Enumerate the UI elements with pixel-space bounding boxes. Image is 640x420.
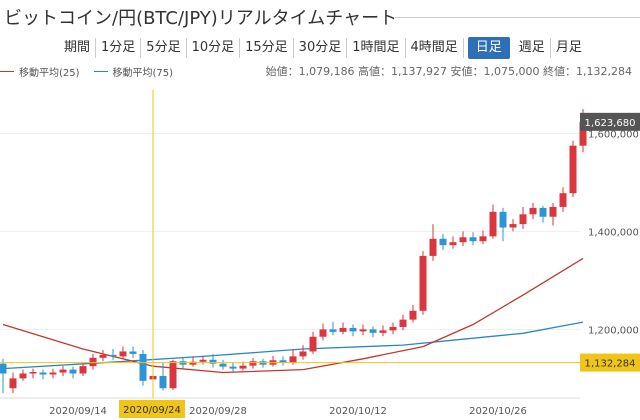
candle-body	[389, 326, 397, 331]
crosshair-date-label: 2020/09/24	[123, 405, 181, 416]
candle-body	[399, 319, 407, 327]
candle-body	[579, 121, 587, 146]
candle-body	[229, 366, 237, 369]
candle-body	[379, 330, 387, 333]
candle-body	[359, 329, 367, 332]
last-price-label: 1,623,680	[585, 118, 636, 129]
x-tick-label: 2020/10/12	[329, 406, 387, 417]
candle-body	[469, 237, 477, 242]
period-5min-button[interactable]: 5分足	[141, 38, 187, 58]
candle-body	[9, 378, 17, 389]
y-tick-label: 1,200,000	[588, 325, 639, 336]
candle-body	[199, 359, 207, 362]
candle-body	[129, 351, 137, 354]
candle-body	[549, 206, 557, 217]
ma75-line	[2, 321, 584, 370]
candle-body	[239, 365, 247, 369]
ma25-line	[2, 257, 584, 374]
candle-body	[99, 354, 107, 358]
last-price-badge	[580, 112, 640, 131]
ohlc-readout: 始値：1,079,186 高値：1,137,927 安値：1,075,000 終…	[265, 65, 632, 78]
x-tick-label: 2020/09/14	[49, 406, 107, 417]
period-range-label: 期間	[0, 38, 97, 58]
candle-body	[459, 237, 467, 243]
candle-body	[309, 336, 317, 352]
crosshair-date-badge	[119, 400, 185, 418]
x-tick-label: 2020/09/28	[189, 406, 247, 417]
period-4hour-button[interactable]: 4時間足	[406, 38, 464, 58]
period-15min-button[interactable]: 15分足	[240, 38, 294, 58]
candle-body	[409, 310, 417, 320]
period-10min-button[interactable]: 10分足	[187, 38, 241, 58]
legend-swatch-ma75	[93, 71, 108, 72]
y-tick-label: 1,400,000	[588, 227, 639, 238]
candle-body	[139, 353, 147, 381]
candle-body	[0, 363, 7, 374]
candle-body	[249, 361, 257, 366]
x-tick-label: 2020/10/26	[469, 406, 527, 417]
candle-body	[19, 373, 27, 379]
candle-body	[339, 327, 347, 332]
candle-body	[539, 207, 547, 217]
legend-label-ma25: 移動平均(25)	[19, 68, 80, 79]
candle-body	[119, 351, 127, 357]
candle-body	[49, 372, 57, 375]
period-1hour-button[interactable]: 1時間足	[347, 38, 406, 58]
candle-body	[39, 372, 47, 375]
candle-body	[439, 238, 447, 246]
candle-body	[499, 211, 507, 228]
candle-body	[479, 236, 487, 242]
legend-item-ma25: 移動平均(25)	[0, 64, 80, 79]
period-1min-button[interactable]: 1分足	[96, 38, 142, 58]
y-tick-label: 1,600,000	[588, 129, 639, 140]
title-divider	[395, 17, 640, 18]
candle-body	[169, 361, 177, 389]
candle-body	[509, 224, 517, 228]
candle-body	[449, 242, 457, 246]
candle-body	[29, 372, 37, 374]
legend-item-ma75: 移動平均(75)	[93, 64, 174, 79]
legend-swatch-ma25	[0, 71, 14, 72]
candle-body	[89, 357, 97, 367]
period-30min-button[interactable]: 30分足	[294, 38, 348, 58]
chart-legend: 移動平均(25) 移動平均(75)	[0, 64, 173, 79]
candle-body	[319, 329, 327, 337]
candle-body	[299, 351, 307, 357]
candle-body	[489, 211, 497, 237]
legend-label-ma75: 移動平均(75)	[112, 68, 174, 79]
period-weekly-button[interactable]: 週足	[514, 38, 551, 58]
period-daily-button[interactable]: 日足	[467, 37, 510, 59]
candle-body	[369, 329, 377, 333]
candle-body	[289, 356, 297, 363]
candle-body	[79, 366, 87, 374]
page-title: ビットコイン/円(BTC/JPY)リアルタイムチャート	[4, 8, 398, 29]
crosshair-price-badge	[580, 353, 640, 372]
candle-body	[219, 363, 227, 367]
candle-body	[429, 238, 437, 256]
period-selector: 期間 1分足 5分足 10分足 15分足 30分足 1時間足 4時間足 日足 週…	[0, 37, 640, 59]
candle-body	[209, 359, 217, 364]
candle-body	[349, 327, 357, 332]
candle-body	[109, 354, 117, 357]
candle-body	[529, 207, 537, 215]
candle-body	[159, 375, 167, 389]
candle-body	[559, 193, 567, 207]
candle-body	[419, 255, 427, 311]
period-monthly-button[interactable]: 月足	[555, 40, 582, 55]
crosshair-price-label: 1,132,284	[585, 359, 636, 370]
candle-body	[329, 329, 337, 332]
candle-body	[69, 369, 77, 374]
candle-body	[59, 369, 67, 373]
candle-body	[279, 360, 287, 363]
candle-body	[519, 214, 527, 225]
candle-body	[569, 145, 577, 194]
candle-body	[189, 361, 197, 365]
